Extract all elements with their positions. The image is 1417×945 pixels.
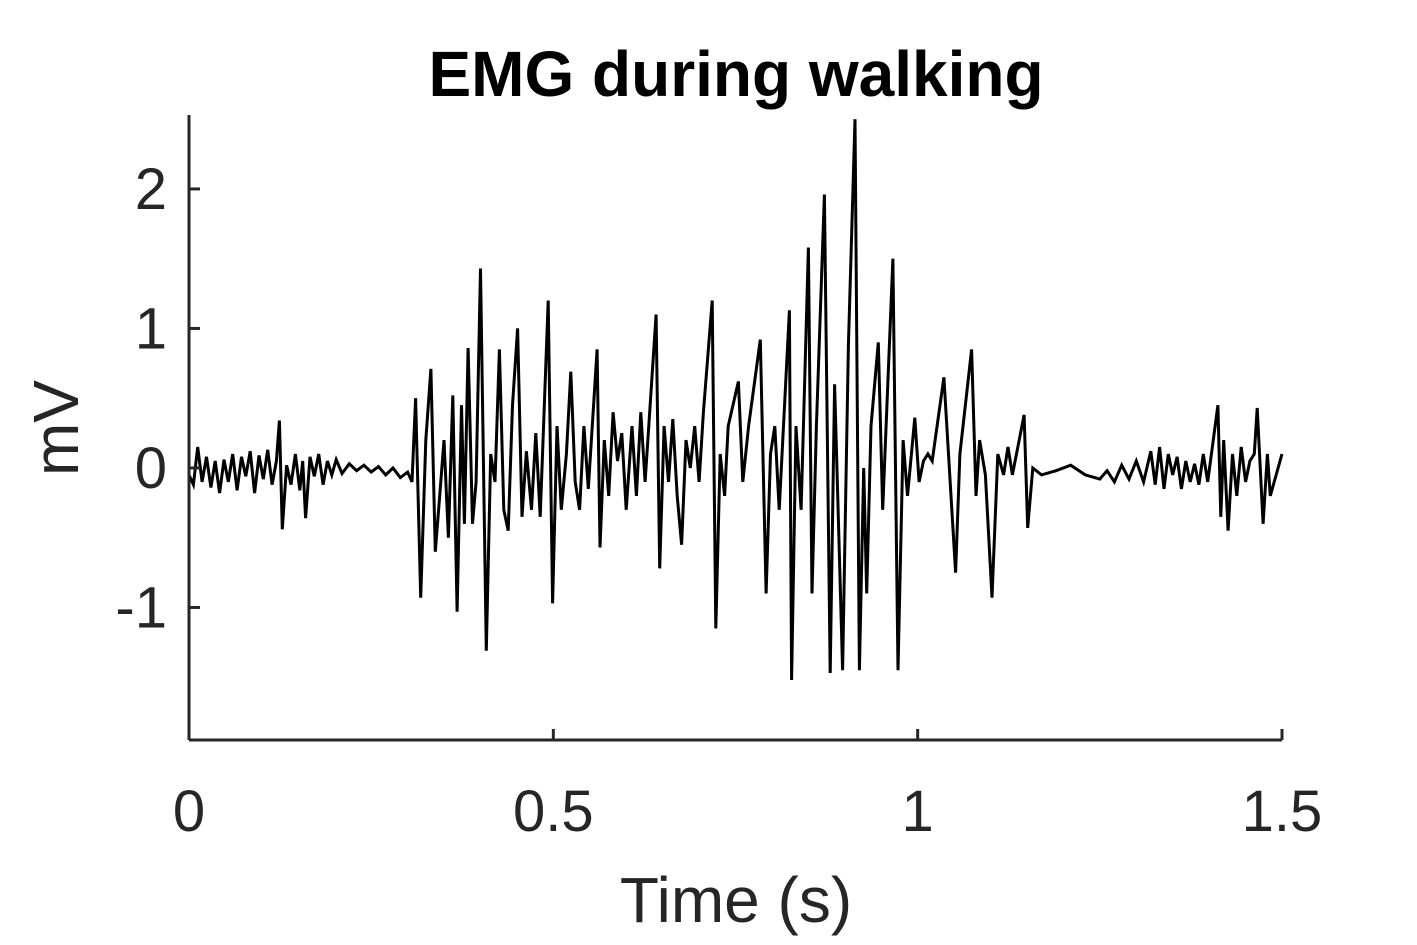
x-tick-label: 1.5 [1242, 779, 1323, 844]
y-tick-label: 1 [135, 296, 167, 361]
chart-title: EMG during walking [428, 38, 1043, 110]
y-tick-label: -1 [115, 575, 167, 640]
x-axis-label: Time (s) [620, 864, 852, 936]
y-tick-label: 0 [135, 436, 167, 501]
x-tick-label: 0.5 [513, 779, 594, 844]
x-tick-label: 0 [173, 779, 205, 844]
axes: 0 0.5 1 1.5 -1 0 1 2 [115, 115, 1322, 844]
x-tick-label: 1 [902, 779, 934, 844]
plot-area [187, 119, 1284, 681]
y-tick-label: 2 [135, 157, 167, 222]
emg-signal-line [187, 119, 1284, 681]
y-axis-label: mV [20, 380, 92, 476]
